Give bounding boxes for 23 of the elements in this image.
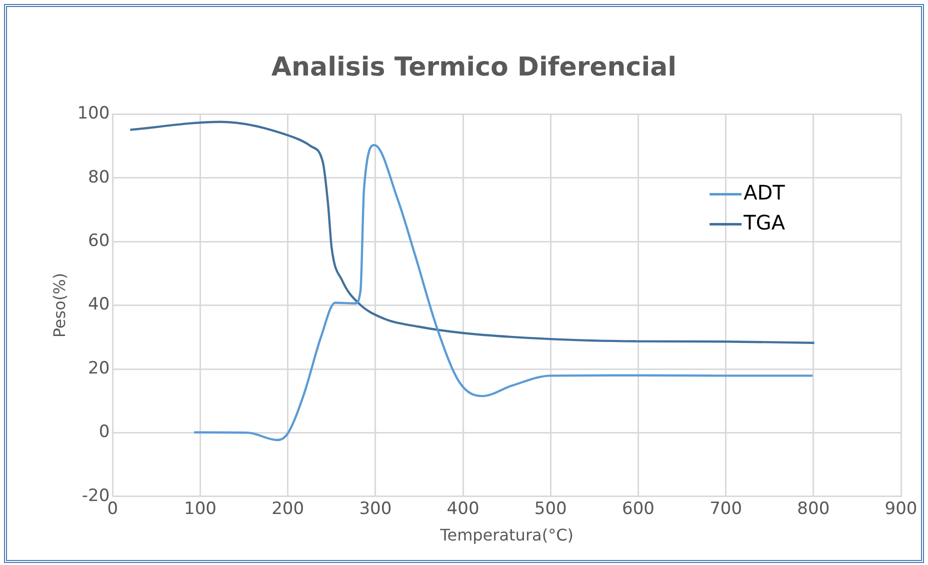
x-tick-label: 600 [622, 499, 654, 520]
y-tick-label: 20 [88, 358, 110, 378]
x-tick-label: 900 [884, 499, 918, 520]
y-tick-label: 40 [88, 294, 110, 315]
x-tick-label: 300 [359, 499, 392, 520]
x-tick-label: 800 [797, 499, 830, 520]
x-axis-title: Temperatura(°C) [439, 526, 574, 545]
legend-label: ADT [744, 180, 786, 204]
x-tick-label: 700 [710, 499, 742, 520]
x-tick-label: 500 [534, 499, 567, 520]
x-tick-label: 400 [446, 499, 480, 520]
y-axis-title: Peso(%) [50, 272, 69, 338]
line-series [129, 120, 816, 344]
chart-title: Analisis Termico Diferencial [271, 52, 677, 82]
legend-label: TGA [742, 210, 786, 234]
y-tick-label: 80 [88, 167, 110, 188]
x-tick-label: 100 [184, 499, 216, 520]
y-tick-label: -20 [82, 486, 110, 506]
y-tick-label: 0 [98, 422, 110, 442]
y-tick-label: 60 [88, 231, 110, 252]
y-tick-label: 100 [77, 104, 110, 124]
x-tick-label: 200 [272, 499, 304, 520]
line-series [193, 144, 814, 442]
